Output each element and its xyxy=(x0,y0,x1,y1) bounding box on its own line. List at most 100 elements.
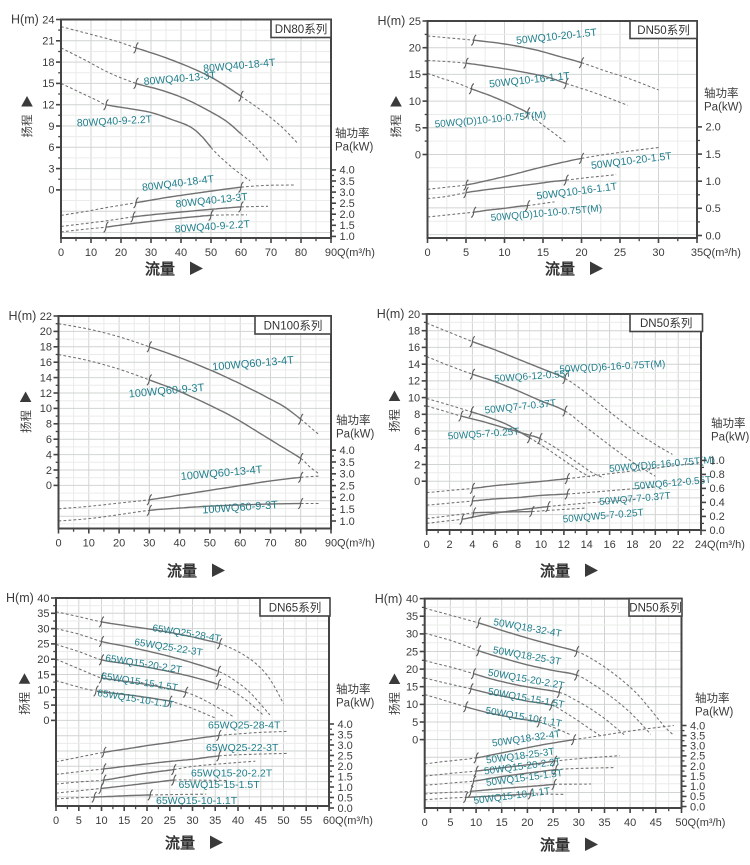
svg-text:0: 0 xyxy=(415,149,421,161)
svg-text:20: 20 xyxy=(115,247,127,259)
svg-text:Pa(kW): Pa(kW) xyxy=(336,698,375,710)
svg-text:DN100系列: DN100系列 xyxy=(264,319,323,333)
svg-text:5: 5 xyxy=(463,247,469,259)
svg-text:90: 90 xyxy=(325,247,337,259)
svg-text:3.5: 3.5 xyxy=(338,729,353,741)
svg-text:35: 35 xyxy=(209,815,221,827)
svg-text:15: 15 xyxy=(118,815,130,827)
svg-text:扬程: 扬程 xyxy=(18,691,32,714)
svg-text:Q(m³/h): Q(m³/h) xyxy=(337,247,375,259)
svg-text:0: 0 xyxy=(43,715,49,727)
svg-text:4.0: 4.0 xyxy=(690,720,705,732)
svg-text:30: 30 xyxy=(37,623,49,635)
svg-text:0: 0 xyxy=(58,247,64,259)
svg-text:80: 80 xyxy=(295,247,307,259)
svg-text:20: 20 xyxy=(521,817,533,829)
svg-text:3: 3 xyxy=(48,163,54,175)
svg-text:Pa(kW): Pa(kW) xyxy=(711,432,750,444)
svg-text:3.5: 3.5 xyxy=(690,730,705,742)
svg-text:45: 45 xyxy=(650,817,662,829)
svg-text:2.5: 2.5 xyxy=(338,750,353,762)
svg-text:20: 20 xyxy=(113,538,125,550)
svg-text:6: 6 xyxy=(48,142,54,154)
svg-text:25: 25 xyxy=(409,16,421,28)
svg-text:Pa(kW): Pa(kW) xyxy=(695,707,734,719)
svg-text:轴功率: 轴功率 xyxy=(336,682,371,696)
svg-text:1.5: 1.5 xyxy=(706,149,721,161)
svg-text:H(m): H(m) xyxy=(375,592,403,606)
svg-text:30: 30 xyxy=(186,815,198,827)
svg-text:30: 30 xyxy=(652,247,664,259)
svg-text:扬程: 扬程 xyxy=(388,692,402,715)
svg-text:14: 14 xyxy=(408,359,420,371)
svg-text:30: 30 xyxy=(143,538,155,550)
svg-text:5: 5 xyxy=(412,717,418,729)
svg-text:60: 60 xyxy=(235,247,247,259)
svg-text:3.0: 3.0 xyxy=(340,187,355,199)
svg-text:20: 20 xyxy=(40,326,52,338)
svg-text:3.5: 3.5 xyxy=(340,457,355,469)
svg-text:15: 15 xyxy=(409,69,421,81)
svg-text:21: 21 xyxy=(42,36,54,48)
svg-text:50WQ6-12-0.55T: 50WQ6-12-0.55T xyxy=(494,369,572,385)
svg-text:Q(m³/h): Q(m³/h) xyxy=(337,538,375,550)
svg-text:DN50系列: DN50系列 xyxy=(640,316,692,330)
svg-text:10: 10 xyxy=(85,247,97,259)
svg-text:55: 55 xyxy=(300,815,312,827)
svg-text:18: 18 xyxy=(408,326,420,338)
svg-text:70: 70 xyxy=(265,247,277,259)
svg-text:2.5: 2.5 xyxy=(340,480,355,492)
svg-text:2: 2 xyxy=(414,459,420,471)
svg-text:流量: 流量 xyxy=(540,836,570,854)
svg-text:3.0: 3.0 xyxy=(340,469,355,481)
svg-text:轴功率: 轴功率 xyxy=(711,416,746,430)
svg-text:5: 5 xyxy=(415,123,421,135)
svg-text:0.8: 0.8 xyxy=(710,469,725,481)
svg-text:4: 4 xyxy=(414,443,420,455)
svg-text:40: 40 xyxy=(175,247,187,259)
svg-text:10: 10 xyxy=(535,539,547,551)
svg-text:10: 10 xyxy=(470,817,482,829)
svg-text:流量: 流量 xyxy=(145,260,175,278)
svg-text:16: 16 xyxy=(40,357,52,369)
svg-text:轴功率: 轴功率 xyxy=(336,413,371,427)
svg-text:4.0: 4.0 xyxy=(340,165,355,177)
svg-text:1.0: 1.0 xyxy=(706,176,721,188)
svg-text:80WQ40-9-2.2T: 80WQ40-9-2.2T xyxy=(77,114,153,130)
svg-text:轴功率: 轴功率 xyxy=(704,86,739,100)
svg-text:10: 10 xyxy=(409,96,421,108)
svg-text:15: 15 xyxy=(42,78,54,90)
svg-text:扬程: 扬程 xyxy=(388,409,402,432)
svg-text:14: 14 xyxy=(40,372,52,384)
svg-text:轴功率: 轴功率 xyxy=(335,126,370,140)
svg-text:6: 6 xyxy=(492,539,498,551)
svg-text:15: 15 xyxy=(37,669,49,681)
svg-text:20: 20 xyxy=(408,309,420,321)
svg-text:2.0: 2.0 xyxy=(340,492,355,504)
svg-text:10: 10 xyxy=(40,403,52,415)
svg-text:25: 25 xyxy=(164,815,176,827)
svg-text:Pa(kW): Pa(kW) xyxy=(336,429,375,441)
svg-text:Q(m³/h): Q(m³/h) xyxy=(688,817,726,829)
svg-text:1.0: 1.0 xyxy=(690,781,705,793)
svg-text:20: 20 xyxy=(37,654,49,666)
svg-text:H(m): H(m) xyxy=(9,309,37,323)
svg-text:0.4: 0.4 xyxy=(710,497,725,509)
svg-text:0.6: 0.6 xyxy=(710,483,725,495)
svg-text:20: 20 xyxy=(141,815,153,827)
svg-text:4: 4 xyxy=(46,449,52,461)
svg-text:80WQ40-9-2.2T: 80WQ40-9-2.2T xyxy=(174,218,251,235)
svg-text:2: 2 xyxy=(447,539,453,551)
svg-text:16: 16 xyxy=(603,539,615,551)
svg-text:90: 90 xyxy=(325,538,337,550)
svg-text:18: 18 xyxy=(42,57,54,69)
svg-text:10: 10 xyxy=(498,247,510,259)
svg-text:100WQ60-9-3T: 100WQ60-9-3T xyxy=(202,499,279,516)
svg-text:2.0: 2.0 xyxy=(340,209,355,221)
svg-text:65WQ25-22-3T: 65WQ25-22-3T xyxy=(206,742,279,754)
svg-text:0: 0 xyxy=(48,185,54,197)
svg-text:流量: 流量 xyxy=(540,562,570,580)
svg-text:扬程: 扬程 xyxy=(20,114,34,137)
svg-text:扬程: 扬程 xyxy=(389,114,403,137)
svg-text:1.5: 1.5 xyxy=(690,771,705,783)
